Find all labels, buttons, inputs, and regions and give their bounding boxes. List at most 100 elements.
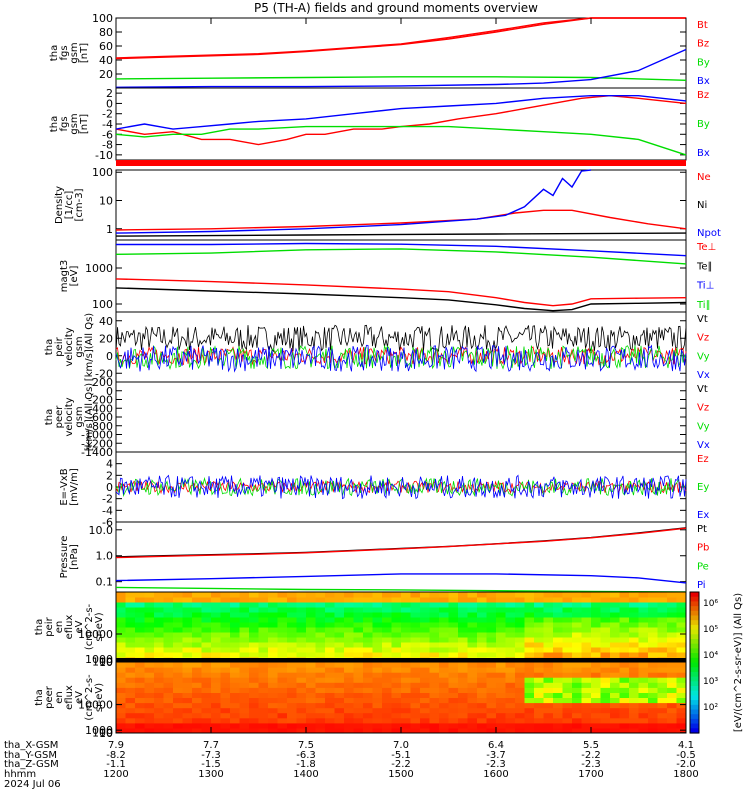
heatmap-cell	[401, 632, 411, 638]
heatmap-cell	[353, 607, 364, 613]
heatmap-cell	[372, 642, 383, 648]
heatmap-cell	[363, 687, 373, 693]
heatmap-cell	[505, 682, 516, 688]
heatmap-cell	[192, 622, 202, 628]
heatmap-cell	[382, 677, 392, 683]
heatmap-cell	[192, 607, 202, 613]
heatmap-cell	[486, 697, 497, 704]
heatmap-cell	[610, 662, 620, 668]
heatmap-cell	[182, 692, 193, 698]
heatmap-cell	[116, 617, 126, 623]
heatmap-cell	[163, 607, 174, 613]
heatmap-cell	[277, 632, 288, 638]
heatmap-cell	[296, 667, 307, 673]
heatmap-cell	[629, 722, 639, 729]
heatmap-cell	[211, 667, 221, 673]
panel-peer_vel: thapeervelocitygsm[km/s](All Qs)	[44, 381, 687, 453]
heatmap-cell	[391, 717, 402, 724]
heatmap-cell	[249, 672, 259, 678]
heatmap-cell	[154, 717, 164, 724]
heatmap-cell	[629, 652, 639, 658]
y-gsm-label: -0.5	[676, 750, 696, 761]
heatmap-cell	[287, 607, 297, 613]
heatmap-cell	[581, 662, 592, 668]
heatmap-cell	[363, 692, 373, 698]
heatmap-cell	[448, 597, 459, 603]
heatmap-cell	[657, 612, 668, 618]
y-axis-label-line: peir	[54, 336, 65, 356]
heatmap-cell	[448, 612, 459, 618]
heatmap-cell	[562, 687, 573, 693]
heatmap-cell	[125, 712, 136, 719]
heatmap-cell	[344, 597, 354, 603]
heatmap-cell	[477, 597, 487, 603]
heatmap-cell	[401, 602, 411, 608]
heatmap-cell	[306, 717, 316, 724]
heatmap-cell	[562, 597, 573, 603]
heatmap-cell	[439, 612, 449, 618]
heatmap-cell	[467, 672, 478, 678]
heatmap-cell	[534, 727, 544, 734]
heatmap-cell	[619, 632, 630, 638]
heatmap-cell	[610, 687, 620, 693]
heatmap-cell	[448, 627, 459, 633]
heatmap-cell	[211, 637, 221, 643]
heatmap-cell	[287, 667, 297, 673]
heatmap-cell	[287, 622, 297, 628]
colorbar-segment	[690, 615, 699, 621]
heatmap-cell	[182, 702, 193, 709]
y-axis-label-line: eflux	[64, 615, 75, 640]
heatmap-cell	[619, 692, 630, 698]
heatmap-cell	[600, 647, 611, 653]
heatmap-cell	[619, 647, 630, 653]
heatmap-cell	[258, 592, 269, 598]
series-Bz	[115, 17, 686, 60]
heatmap-cell	[591, 637, 601, 643]
legend-Ni: Ni	[697, 200, 707, 211]
heatmap-cell	[344, 662, 354, 668]
heatmap-cell	[116, 647, 126, 653]
heatmap-cell	[534, 712, 544, 719]
heatmap-cell	[458, 712, 468, 719]
heatmap-cell	[467, 652, 478, 658]
heatmap-cell	[135, 612, 145, 618]
heatmap-cell	[344, 612, 354, 618]
heatmap-cell	[515, 702, 525, 709]
legend-Te⊥: Te⊥	[696, 242, 716, 253]
x-row-label: hhmm	[4, 769, 36, 780]
heatmap-cell	[572, 627, 582, 633]
heatmap-cell	[144, 692, 155, 698]
heatmap-cell	[182, 707, 193, 714]
heatmap-cell	[353, 602, 364, 608]
heatmap-cell	[116, 622, 126, 628]
heatmap-cell	[429, 667, 440, 673]
heatmap-cell	[325, 592, 335, 598]
heatmap-cell	[211, 687, 221, 693]
heatmap-cell	[515, 687, 525, 693]
heatmap-cell	[163, 617, 174, 623]
heatmap-cell	[239, 712, 250, 719]
heatmap-cell	[144, 717, 155, 724]
plot-title: P5 (TH-A) fields and ground moments over…	[254, 1, 538, 15]
heatmap-cell	[553, 692, 563, 698]
heatmap-cell	[325, 677, 335, 683]
heatmap-cell	[230, 592, 240, 598]
heatmap-cell	[363, 677, 373, 683]
heatmap-cell	[144, 612, 155, 618]
heatmap-cell	[315, 702, 326, 709]
heatmap-cell	[496, 712, 506, 719]
y-axis-label: Density[1/cc][cm-3]	[54, 186, 85, 224]
heatmap-cell	[562, 727, 573, 734]
heatmap-cell	[600, 632, 611, 638]
heatmap-cell	[667, 667, 677, 673]
heatmap-cell	[315, 692, 326, 698]
heatmap-cell	[391, 597, 402, 603]
heatmap-cell	[458, 597, 468, 603]
heatmap-cell	[182, 597, 193, 603]
heatmap-cell	[163, 632, 174, 638]
colorbar-segment	[690, 714, 699, 720]
heatmap-cell	[268, 607, 278, 613]
heatmap-cell	[334, 707, 345, 714]
heatmap-cell	[638, 707, 649, 714]
